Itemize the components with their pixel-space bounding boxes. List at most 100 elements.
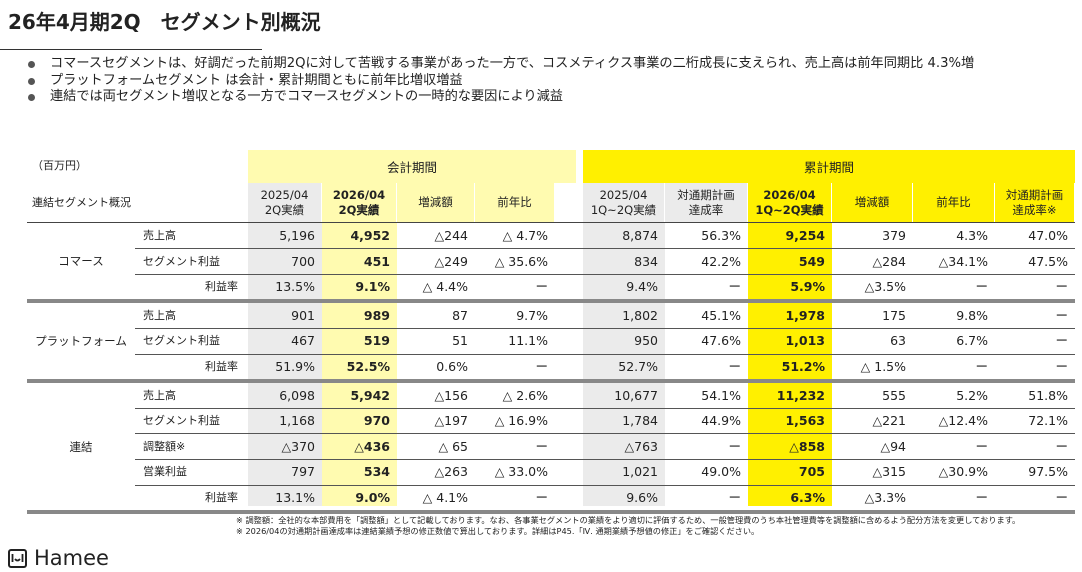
cell-curr-2q: 519 [363, 333, 390, 349]
cell-curr-cum: 1,013 [785, 333, 825, 349]
cell-prev-2q: 467 [291, 333, 315, 349]
cell-yoy-2q: △ 4.7% [502, 228, 548, 243]
cell-plan-rate-prev: ー [728, 359, 741, 374]
cell-yoy-cum: 5.2% [956, 387, 988, 403]
cell-curr-2q: 534 [363, 464, 390, 480]
table-row: 利益率 51.9% 52.5% 0.6% ー 52.7% ー 51.2% △ 1.5% ー ー [0, 354, 1082, 379]
segment-name: コマース [58, 254, 104, 269]
footnote: ※ 調整額：全社的な本部費用を「調整額」として記載しております。なお、各事業セグ… [236, 515, 1021, 525]
logo-mark-icon [8, 548, 27, 568]
column-header-yoy-cum: 前年比 [913, 183, 995, 222]
cell-curr-cum: 11,232 [776, 387, 825, 403]
bullet-item: コマースセグメントは、好調だった前期2Qに対して苦戦する事業があった一方で、コス… [28, 56, 988, 73]
table-row: 利益率 13.5% 9.1% △ 4.4% ー 9.4% ー 5.9% △3.5% ー ー [0, 274, 1082, 299]
cell-diff-cum: △94 [880, 438, 906, 454]
bullet-item: プラットフォームセグメント は会計・累計期間ともに前年比増収増益 [28, 73, 1028, 90]
cell-plan-rate-curr: ー [1055, 359, 1068, 374]
cell-curr-cum: 1,978 [785, 307, 825, 323]
row-label: 調整額※ [143, 439, 186, 453]
cell-prev-cum: 1,021 [622, 464, 658, 480]
cell-plan-rate-prev: 45.1% [701, 307, 741, 323]
column-header-yoy-2q: 前年比 [475, 183, 555, 222]
column-header-plan-rate-curr: 対通期計画 達成率※ [995, 183, 1075, 222]
row-divider [135, 248, 1075, 250]
cell-curr-cum: 9,254 [785, 228, 825, 243]
footnotes: ※ 調整額：全社的な本部費用を「調整額」として記載しております。なお、各事業セグ… [236, 515, 1020, 537]
cell-curr-2q: 9.0% [355, 490, 390, 505]
cell-yoy-cum: ー [975, 438, 988, 454]
cell-diff-2q: 87 [452, 307, 468, 323]
segment-name: プラットフォーム [35, 334, 127, 349]
cell-yoy-2q: ー [535, 438, 548, 454]
cell-diff-cum: △ 1.5% [860, 359, 906, 374]
cell-curr-cum: 6.3% [790, 490, 825, 505]
table-row: 調整額※ △370 △436 △ 65 ー △763 ー △858 △94 ー ー [0, 434, 1082, 459]
row-label: セグメント利益 [143, 334, 220, 348]
cell-diff-cum: 379 [882, 228, 906, 243]
column-band-prev-2q [248, 223, 322, 506]
row-label: 利益率 [205, 280, 238, 294]
cell-diff-cum: △284 [872, 253, 906, 269]
cell-yoy-2q: 9.7% [516, 307, 548, 323]
table-row: 利益率 13.1% 9.0% △ 4.1% ー 9.6% ー 6.3% △3.3% ー ー [0, 485, 1082, 510]
cell-prev-2q: 901 [291, 307, 315, 323]
table-corner-label: 連結セグメント概況 [32, 196, 131, 209]
cell-prev-cum: 10,677 [614, 387, 658, 403]
cell-plan-rate-prev: 56.3% [701, 228, 741, 243]
table-row: セグメント利益 700 451 △249 △ 35.6% 834 42.2% 549 △284 △… [0, 249, 1082, 274]
cell-yoy-2q: ー [535, 279, 548, 295]
cell-plan-rate-prev: ー [728, 490, 741, 505]
summary-bullets: コマースセグメントは、好調だった前期2Qに対して苦戦する事業があった一方で、コス… [28, 56, 1028, 106]
column-header-plan-rate-prev: 対通期計画 達成率 [665, 183, 748, 222]
cell-prev-2q: 51.9% [275, 359, 315, 374]
cell-prev-cum: 8,874 [622, 228, 658, 243]
cell-yoy-cum: ー [975, 279, 988, 295]
cell-diff-2q: △ 4.1% [422, 490, 468, 505]
column-band-prev-cum [583, 223, 665, 506]
cell-plan-rate-curr: 51.8% [1028, 387, 1068, 403]
cell-prev-2q: △370 [281, 438, 315, 454]
cell-curr-2q: 989 [363, 307, 390, 323]
cell-curr-cum: 5.9% [790, 279, 825, 295]
cell-prev-cum: 950 [634, 333, 658, 349]
cell-prev-cum: 1,784 [622, 413, 658, 429]
column-header-diff-cum: 増減額 [832, 183, 913, 222]
cell-diff-cum: 555 [882, 387, 906, 403]
column-header-curr-cum: 2026/04 1Q~2Q実績 [748, 183, 832, 222]
cell-curr-2q: 5,942 [350, 387, 390, 403]
cell-yoy-2q: △ 33.0% [494, 464, 548, 480]
row-label: 営業利益 [143, 465, 187, 479]
cell-plan-rate-prev: 42.2% [701, 253, 741, 269]
column-header-prev-cum: 2025/04 1Q~2Q実績 [583, 183, 665, 222]
row-divider [135, 353, 1075, 355]
cell-diff-cum: △3.5% [864, 279, 906, 295]
logo-text: Hamee [34, 546, 109, 570]
cell-curr-cum: 705 [798, 464, 825, 480]
cell-diff-2q: △244 [434, 228, 468, 243]
cell-diff-cum: 63 [890, 333, 906, 349]
cell-yoy-cum: 6.7% [956, 333, 988, 349]
cell-plan-rate-curr: 72.1% [1028, 413, 1068, 429]
cell-plan-rate-prev: 49.0% [701, 464, 741, 480]
cell-plan-rate-curr: 97.5% [1028, 464, 1068, 480]
cell-prev-2q: 5,196 [279, 228, 315, 243]
segment-divider [27, 509, 1075, 514]
cell-curr-2q: △436 [354, 438, 390, 454]
cell-curr-cum: 549 [798, 253, 825, 269]
cell-diff-2q: △263 [434, 464, 468, 480]
row-label: 利益率 [205, 491, 238, 504]
column-header-diff-2q: 増減額 [397, 183, 475, 222]
cell-yoy-2q: △ 2.6% [502, 387, 548, 403]
company-logo: Hamee [8, 546, 109, 570]
cell-yoy-cum: △30.9% [938, 464, 988, 480]
cell-curr-2q: 9.1% [355, 279, 390, 295]
cell-diff-2q: △197 [434, 413, 468, 429]
row-label: 売上高 [143, 388, 176, 402]
group-header-quarter: 会計期間 [248, 150, 576, 183]
cell-yoy-2q: △ 16.9% [494, 413, 548, 429]
row-label: セグメント利益 [143, 414, 220, 428]
row-divider [135, 433, 1075, 435]
cell-yoy-2q: △ 35.6% [494, 253, 548, 269]
segment-divider [27, 298, 1075, 303]
table-row: セグメント利益 467 519 51 11.1% 950 47.6% 1,013 63 6.7% ー [0, 328, 1082, 353]
